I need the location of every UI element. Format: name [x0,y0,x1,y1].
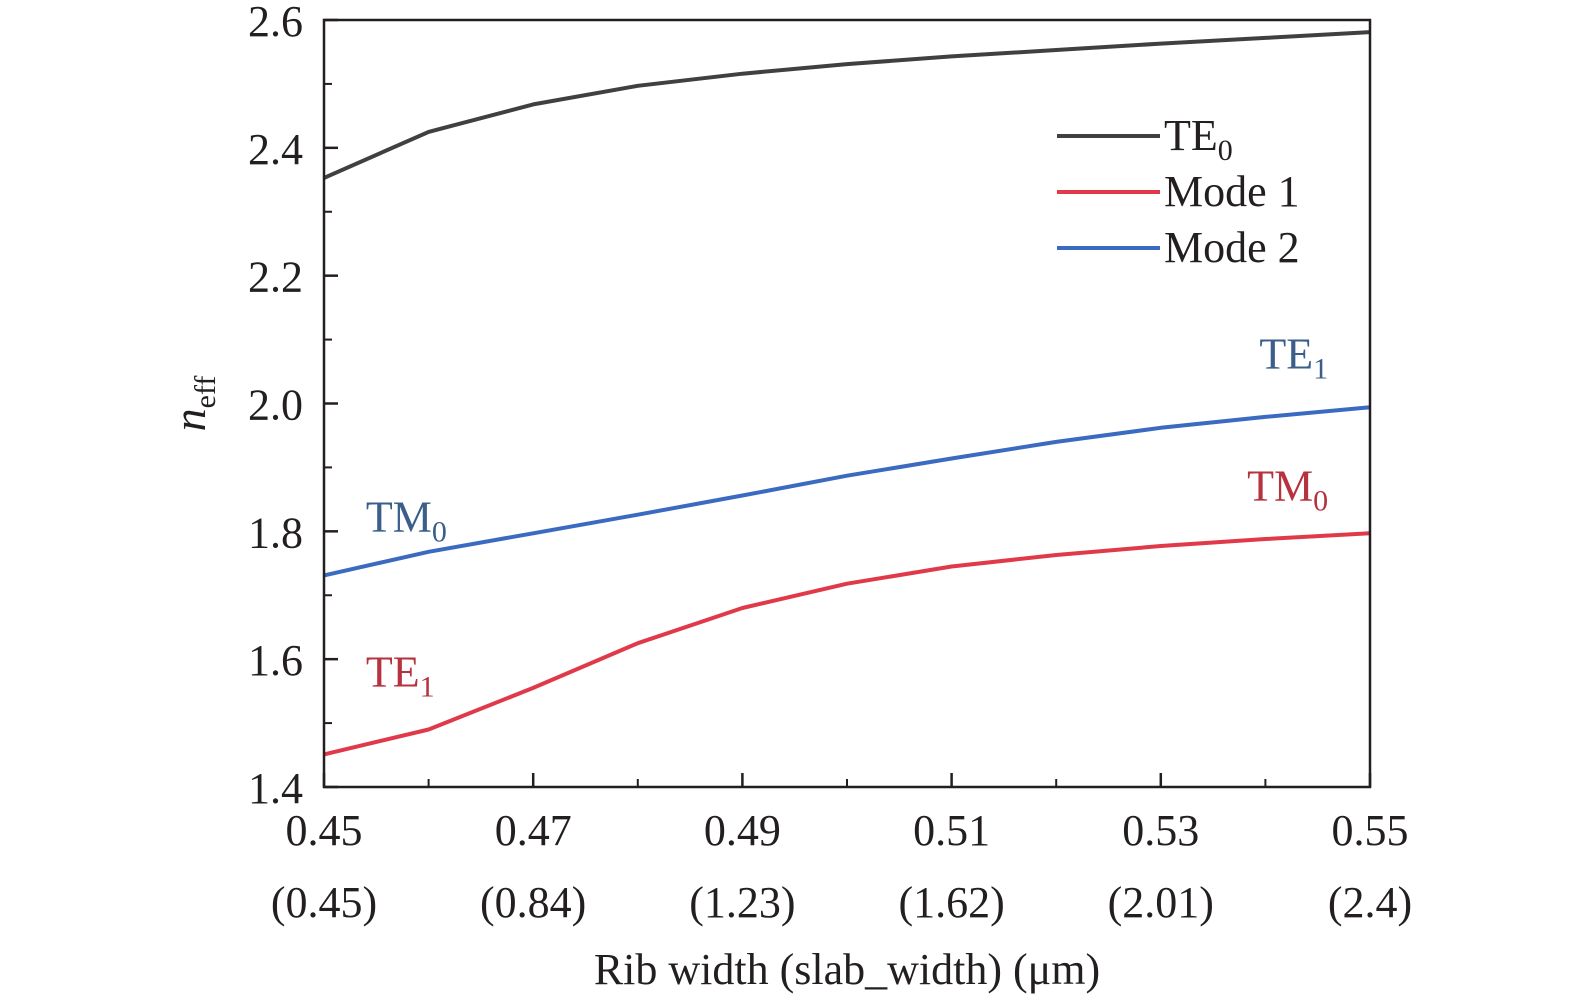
mode-annotation-main: TE [366,648,420,697]
mode-annotation-main: TM [366,492,432,541]
x-tick-label-slab: (1.62) [898,878,1004,927]
x-tick-label: 0.53 [1122,806,1199,855]
mode-annotation-sub: 1 [1313,352,1328,385]
x-tick-label-slab: (0.45) [271,878,377,927]
mode-annotation-sub: 0 [432,515,447,548]
x-tick-label-slab: (1.23) [689,878,795,927]
legend-label-3: Mode 2 [1164,223,1300,272]
legend-label-1: TE0 [1164,111,1233,167]
legend-label-2: Mode 1 [1164,167,1300,216]
legend-label-sub: 0 [1218,134,1233,167]
mode-annotation-sub: 0 [1313,485,1328,518]
x-tick-label-slab: (2.01) [1108,878,1214,927]
series-line-2 [323,531,1371,757]
mode-annotation: TE1 [1259,329,1328,385]
y-tick-label: 2.6 [248,0,303,46]
plot-frame [322,18,1372,789]
y-axis-label-main: n [164,408,215,431]
x-tick-label: 0.47 [495,806,572,855]
y-tick-label: 1.4 [248,764,303,813]
x-tick-label: 0.45 [286,806,363,855]
x-tick-label: 0.49 [704,806,781,855]
mode-annotation: TM0 [366,492,447,548]
series-line-3 [323,405,1371,578]
x-axis-label: Rib width (slab_width) (μm) [594,945,1100,994]
legend-label-main: TE [1164,111,1218,160]
tick-layer: 0.45 (0.45) 0.47 (0.84) 0.49 (1.23) 0.51 (1.62)… [248,0,1412,927]
mode-annotation: TM0 [1247,462,1328,518]
y-axis-label: neff [164,376,222,432]
y-tick-label: 1.8 [248,508,303,557]
mode-annotation-main: TM [1247,462,1313,511]
y-tick-label: 1.6 [248,636,303,685]
series-line-1 [323,30,1371,180]
series-layer [323,30,1371,757]
mode-annotation: TE1 [366,648,435,704]
mode-annotation-sub: 1 [420,671,435,704]
legend-label-main: Mode 1 [1164,167,1300,216]
y-tick-label: 2.4 [248,125,303,174]
y-tick-label: 2.0 [248,381,303,430]
y-axis-label-sub: eff [189,376,222,409]
mode-annotation-main: TE [1259,329,1313,378]
legend-label-main: Mode 2 [1164,223,1300,272]
x-tick-label-slab: (2.4) [1328,878,1412,927]
x-tick-label: 0.51 [913,806,990,855]
y-tick-label: 2.2 [248,253,303,302]
x-tick-label: 0.55 [1332,806,1409,855]
x-tick-label-slab: (0.84) [480,878,586,927]
